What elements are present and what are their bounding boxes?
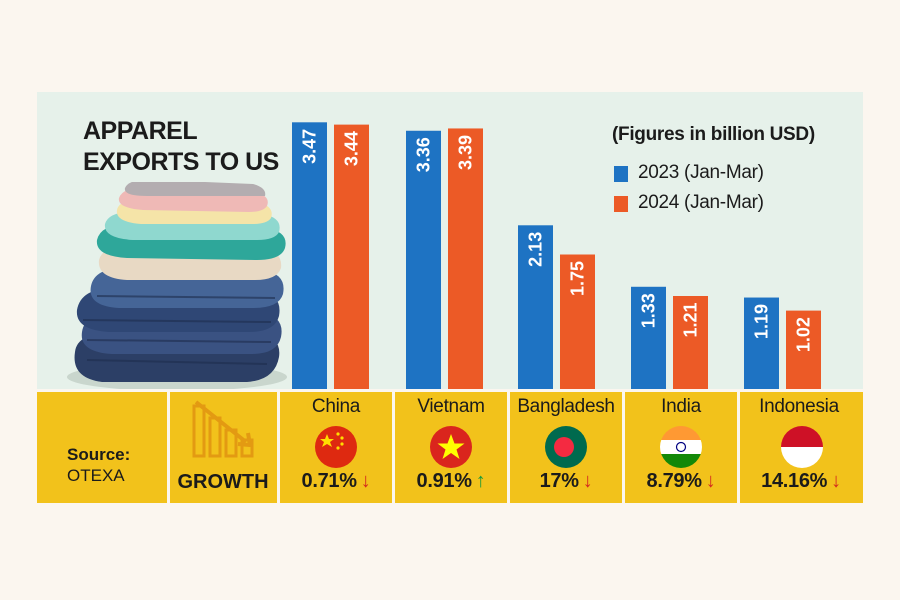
country-label-indonesia: Indonesia — [759, 396, 839, 417]
chart-title: APPAREL EXPORTS TO US — [83, 116, 283, 178]
units-note: (Figures in billion USD) — [612, 124, 815, 145]
bar-bangladesh-2024 — [560, 254, 595, 389]
growth-text-india: 8.79% — [646, 470, 703, 492]
india-flag-icon — [660, 426, 702, 468]
bar-value-label-china-2024: 3.44 — [342, 131, 362, 166]
bar-chart: 3.47 3.44 3.36 3.39 2.13 1.75 1.33 1.21 1.19 1.02 — [292, 122, 821, 390]
source-label: Source: — [67, 445, 131, 464]
vietnam-flag-icon — [430, 426, 472, 468]
source-cell — [37, 392, 167, 503]
bar-value-label-india-2024: 1.21 — [681, 302, 701, 337]
arrow-down-icon: ↓ — [582, 470, 593, 492]
bar-value-label-bangladesh-2023: 2.13 — [526, 232, 546, 267]
growth-value-china: 0.71% ↓ — [278, 470, 394, 493]
legend-swatch-2024 — [614, 196, 628, 212]
country-label-bangladesh: Bangladesh — [517, 396, 615, 417]
growth-value-bangladesh: 17% ↓ — [508, 470, 624, 493]
bar-value-label-india-2023: 1.33 — [639, 293, 659, 328]
bar-bangladesh-2023 — [518, 225, 553, 389]
growth-value-indonesia: 14.16% ↓ — [743, 470, 859, 493]
bar-value-label-vietnam-2024: 3.39 — [456, 135, 476, 170]
growth-value-india: 8.79% ↓ — [623, 470, 739, 493]
country-label-vietnam: Vietnam — [417, 396, 485, 417]
bar-china-2024 — [334, 124, 369, 390]
bar-value-label-indonesia-2024: 1.02 — [794, 317, 814, 352]
bar-india-2023 — [631, 286, 666, 389]
growth-label: GROWTH — [177, 471, 269, 493]
arrow-down-icon: ↓ — [705, 470, 716, 492]
declining-bar-chart-icon — [192, 400, 254, 458]
china-flag-icon — [315, 426, 357, 468]
arrow-down-icon: ↓ — [831, 470, 841, 492]
growth-text-bangladesh: 17% — [539, 470, 579, 492]
bar-vietnam-2023 — [406, 130, 441, 389]
growth-text-vietnam: 0.91% — [416, 470, 473, 492]
legend-label-2024: 2024 (Jan-Mar) — [638, 192, 764, 213]
source-note: Source: OTEXA — [67, 444, 130, 486]
bar-indonesia-2024 — [786, 310, 821, 389]
country-label-china: China — [311, 396, 361, 417]
bar-india-2024 — [673, 296, 708, 389]
infographic-card: APPAREL EXPORTS TO US (Figures in billio… — [37, 92, 863, 506]
title-line-1: APPAREL — [83, 117, 198, 145]
bar-value-label-china-2023: 3.47 — [300, 129, 320, 164]
growth-text-china: 0.71% — [301, 470, 358, 492]
arrow-down-icon: ↓ — [360, 470, 371, 492]
arrow-up-icon: ↑ — [475, 470, 486, 492]
bar-value-label-vietnam-2023: 3.36 — [414, 137, 434, 172]
title-line-2: EXPORTS TO US — [83, 148, 279, 176]
country-label-india: India — [661, 396, 701, 417]
growth-label-cell — [170, 392, 277, 503]
bar-vietnam-2024 — [448, 128, 483, 389]
bar-indonesia-2023 — [744, 297, 779, 389]
bangladesh-flag-icon — [545, 426, 587, 468]
growth-value-vietnam: 0.91% ↑ — [393, 470, 509, 493]
folded-clothes-stack-illustration — [67, 182, 287, 391]
bar-value-label-indonesia-2023: 1.19 — [752, 304, 772, 339]
source-value: OTEXA — [67, 466, 125, 485]
legend-label-2023: 2023 (Jan-Mar) — [638, 162, 764, 183]
bar-value-label-bangladesh-2024: 1.75 — [568, 261, 588, 296]
legend-swatch-2023 — [614, 166, 628, 182]
indonesia-flag-icon — [781, 426, 823, 468]
growth-text-indonesia: 14.16% — [761, 470, 828, 492]
bar-china-2023 — [292, 122, 327, 389]
